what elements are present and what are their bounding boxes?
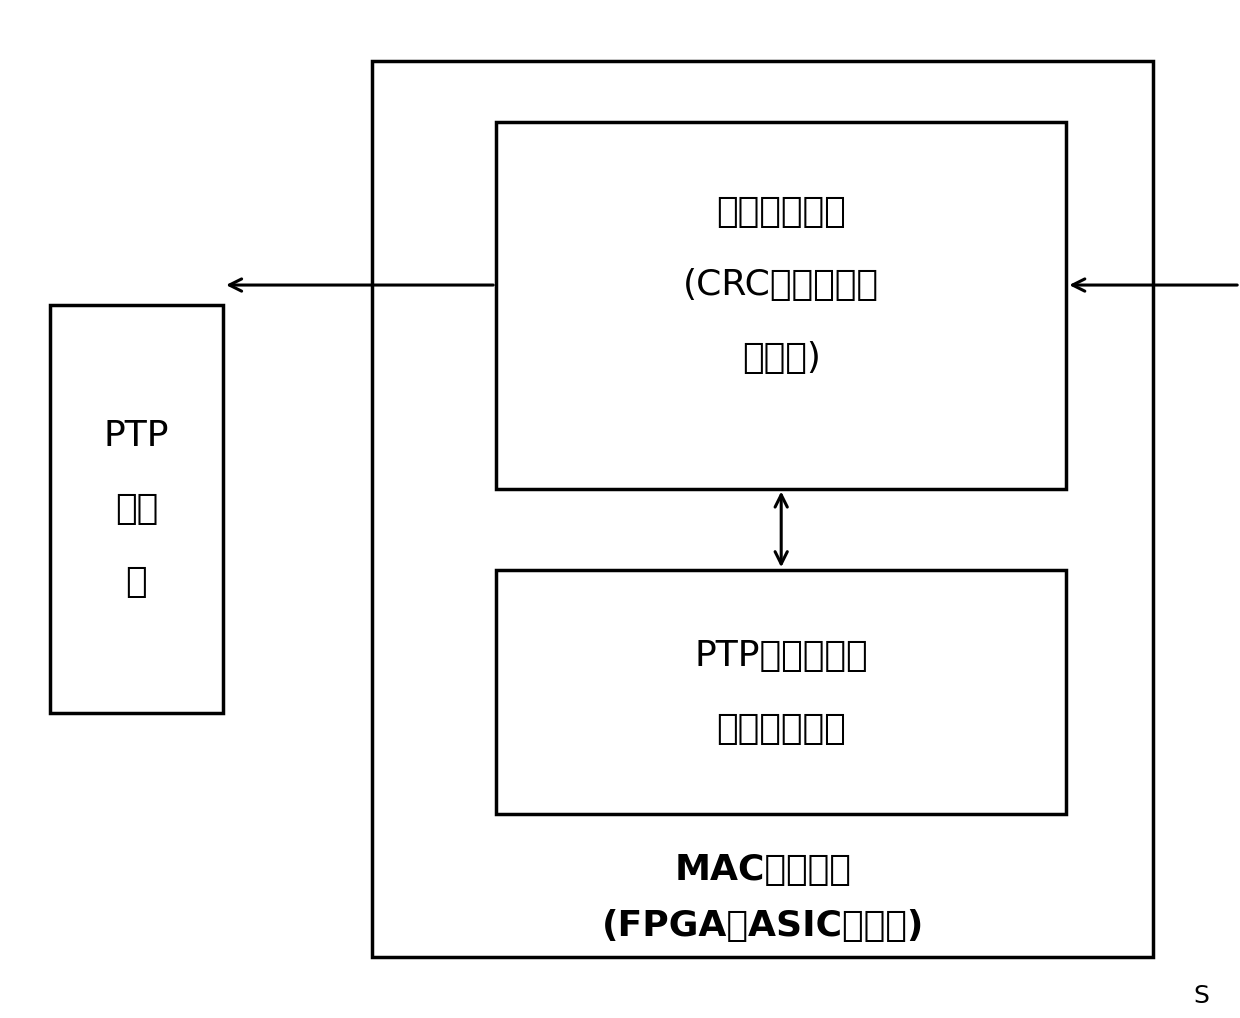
- Text: S: S: [1193, 983, 1209, 1008]
- Text: PTP报文接收时: PTP报文接收时: [694, 638, 868, 673]
- Bar: [50, 305, 223, 713]
- Text: 间戳处理模块: 间戳处理模块: [717, 712, 846, 746]
- Text: (FPGA或ASIC上实现): (FPGA或ASIC上实现): [601, 909, 924, 944]
- Bar: [496, 570, 1066, 814]
- Text: 检查等): 检查等): [742, 341, 821, 376]
- Text: 栈: 栈: [125, 565, 148, 600]
- Bar: [496, 122, 1066, 489]
- Text: PTP: PTP: [104, 418, 169, 453]
- Text: 协议: 协议: [115, 492, 157, 526]
- Text: 输入控制模块: 输入控制模块: [717, 194, 846, 229]
- Bar: [372, 61, 1153, 957]
- Text: MAC接收模块: MAC接收模块: [675, 853, 851, 888]
- Text: (CRC计算、格式: (CRC计算、格式: [683, 268, 879, 302]
